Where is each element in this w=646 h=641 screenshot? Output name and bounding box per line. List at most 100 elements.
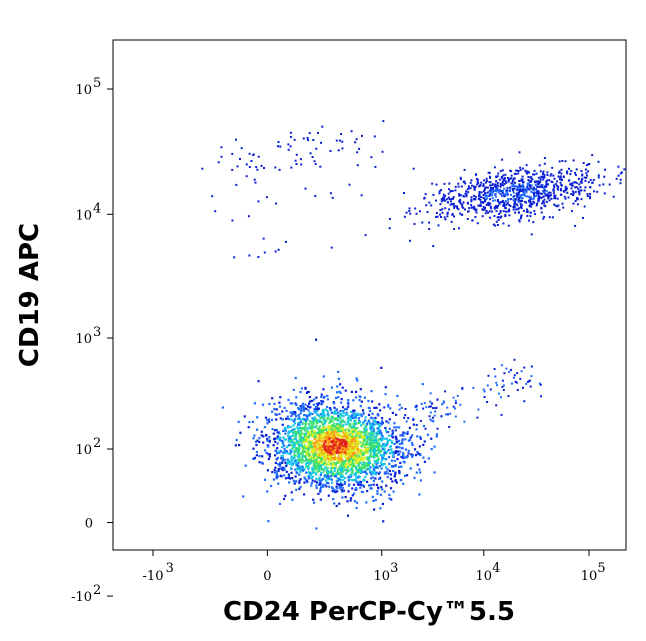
event-dot: [370, 444, 373, 447]
event-dot: [357, 417, 361, 420]
event-dot: [316, 466, 320, 469]
event-dot: [434, 410, 437, 413]
event-dot: [373, 406, 376, 409]
event-dot: [332, 451, 335, 455]
event-dot: [473, 207, 476, 210]
event-dot: [289, 145, 292, 148]
event-dot: [432, 245, 435, 247]
event-dot: [301, 436, 304, 439]
event-dot: [533, 180, 536, 183]
event-dot: [500, 364, 503, 367]
event-dot: [383, 437, 386, 440]
event-dot: [285, 417, 288, 420]
event-dot: [280, 439, 284, 443]
event-dot: [336, 477, 339, 480]
event-dot: [462, 181, 465, 184]
event-dot: [482, 197, 485, 199]
event-dot: [355, 487, 358, 490]
event-dot: [545, 185, 548, 188]
event-dot: [500, 215, 503, 218]
event-dot: [292, 443, 295, 446]
event-dot: [295, 163, 298, 165]
event-dot: [519, 199, 521, 202]
event-dot: [369, 434, 372, 437]
event-dot: [289, 402, 292, 405]
event-dot: [352, 463, 355, 466]
event-dot: [376, 439, 379, 442]
event-dot: [564, 160, 567, 163]
event-dot: [476, 183, 479, 186]
event-dot: [320, 478, 323, 481]
event-dot: [360, 436, 363, 439]
event-dot: [357, 462, 361, 465]
event-dot: [345, 442, 348, 445]
event-dot: [350, 453, 353, 456]
event-dot: [396, 450, 400, 453]
event-dot: [566, 172, 569, 175]
event-dot: [577, 187, 580, 190]
event-dot: [327, 494, 330, 497]
event-dot: [487, 171, 490, 174]
event-dot: [320, 459, 323, 462]
event-dot: [318, 483, 321, 486]
event-dot: [312, 440, 315, 443]
event-dot: [597, 174, 600, 177]
event-dot: [248, 166, 251, 168]
event-dot: [372, 476, 375, 479]
event-dot: [309, 439, 312, 442]
event-dot: [386, 475, 389, 479]
event-dot: [231, 168, 234, 171]
event-dot: [371, 495, 374, 498]
event-dot: [604, 168, 606, 171]
event-dot: [373, 435, 377, 438]
event-dot: [323, 417, 326, 420]
event-dot: [563, 190, 566, 193]
event-dot: [324, 435, 327, 439]
event-dot: [513, 195, 516, 198]
event-dot: [334, 425, 337, 428]
event-dot: [322, 425, 325, 428]
event-dot: [516, 186, 519, 189]
event-dot: [322, 437, 325, 440]
event-dot: [365, 457, 369, 460]
event-dot: [342, 469, 346, 472]
event-dot: [526, 195, 529, 198]
event-dot: [344, 448, 347, 451]
event-dot: [365, 468, 368, 471]
event-dot: [398, 442, 401, 446]
event-dot: [240, 147, 243, 150]
event-dot: [252, 153, 255, 156]
event-dot: [422, 407, 425, 410]
event-dot: [317, 478, 320, 481]
event-dot: [268, 436, 271, 439]
event-dot: [580, 170, 583, 173]
event-dot: [313, 453, 317, 456]
event-dot: [298, 435, 301, 438]
event-dot: [340, 448, 343, 451]
event-dot: [462, 195, 465, 198]
event-dot: [521, 194, 524, 197]
event-dot: [274, 429, 277, 432]
event-dot: [320, 400, 323, 403]
event-dot: [319, 165, 322, 168]
event-dot: [543, 162, 546, 165]
event-dot: [305, 479, 308, 482]
event-dot: [379, 461, 383, 464]
event-dot: [602, 183, 605, 186]
event-dot: [565, 187, 568, 190]
event-dot: [466, 218, 469, 220]
event-dot: [328, 407, 332, 410]
event-dot: [254, 181, 257, 184]
event-dot: [331, 490, 334, 493]
event-dot: [570, 170, 573, 172]
event-dot: [540, 175, 543, 178]
event-dot: [310, 420, 314, 423]
event-dot: [257, 380, 260, 383]
event-dot: [349, 419, 352, 422]
event-dot: [518, 151, 521, 154]
event-dot: [466, 188, 469, 191]
event-dot: [394, 435, 397, 438]
event-dot: [365, 440, 369, 443]
event-dot: [313, 160, 316, 163]
event-dot: [320, 486, 323, 489]
